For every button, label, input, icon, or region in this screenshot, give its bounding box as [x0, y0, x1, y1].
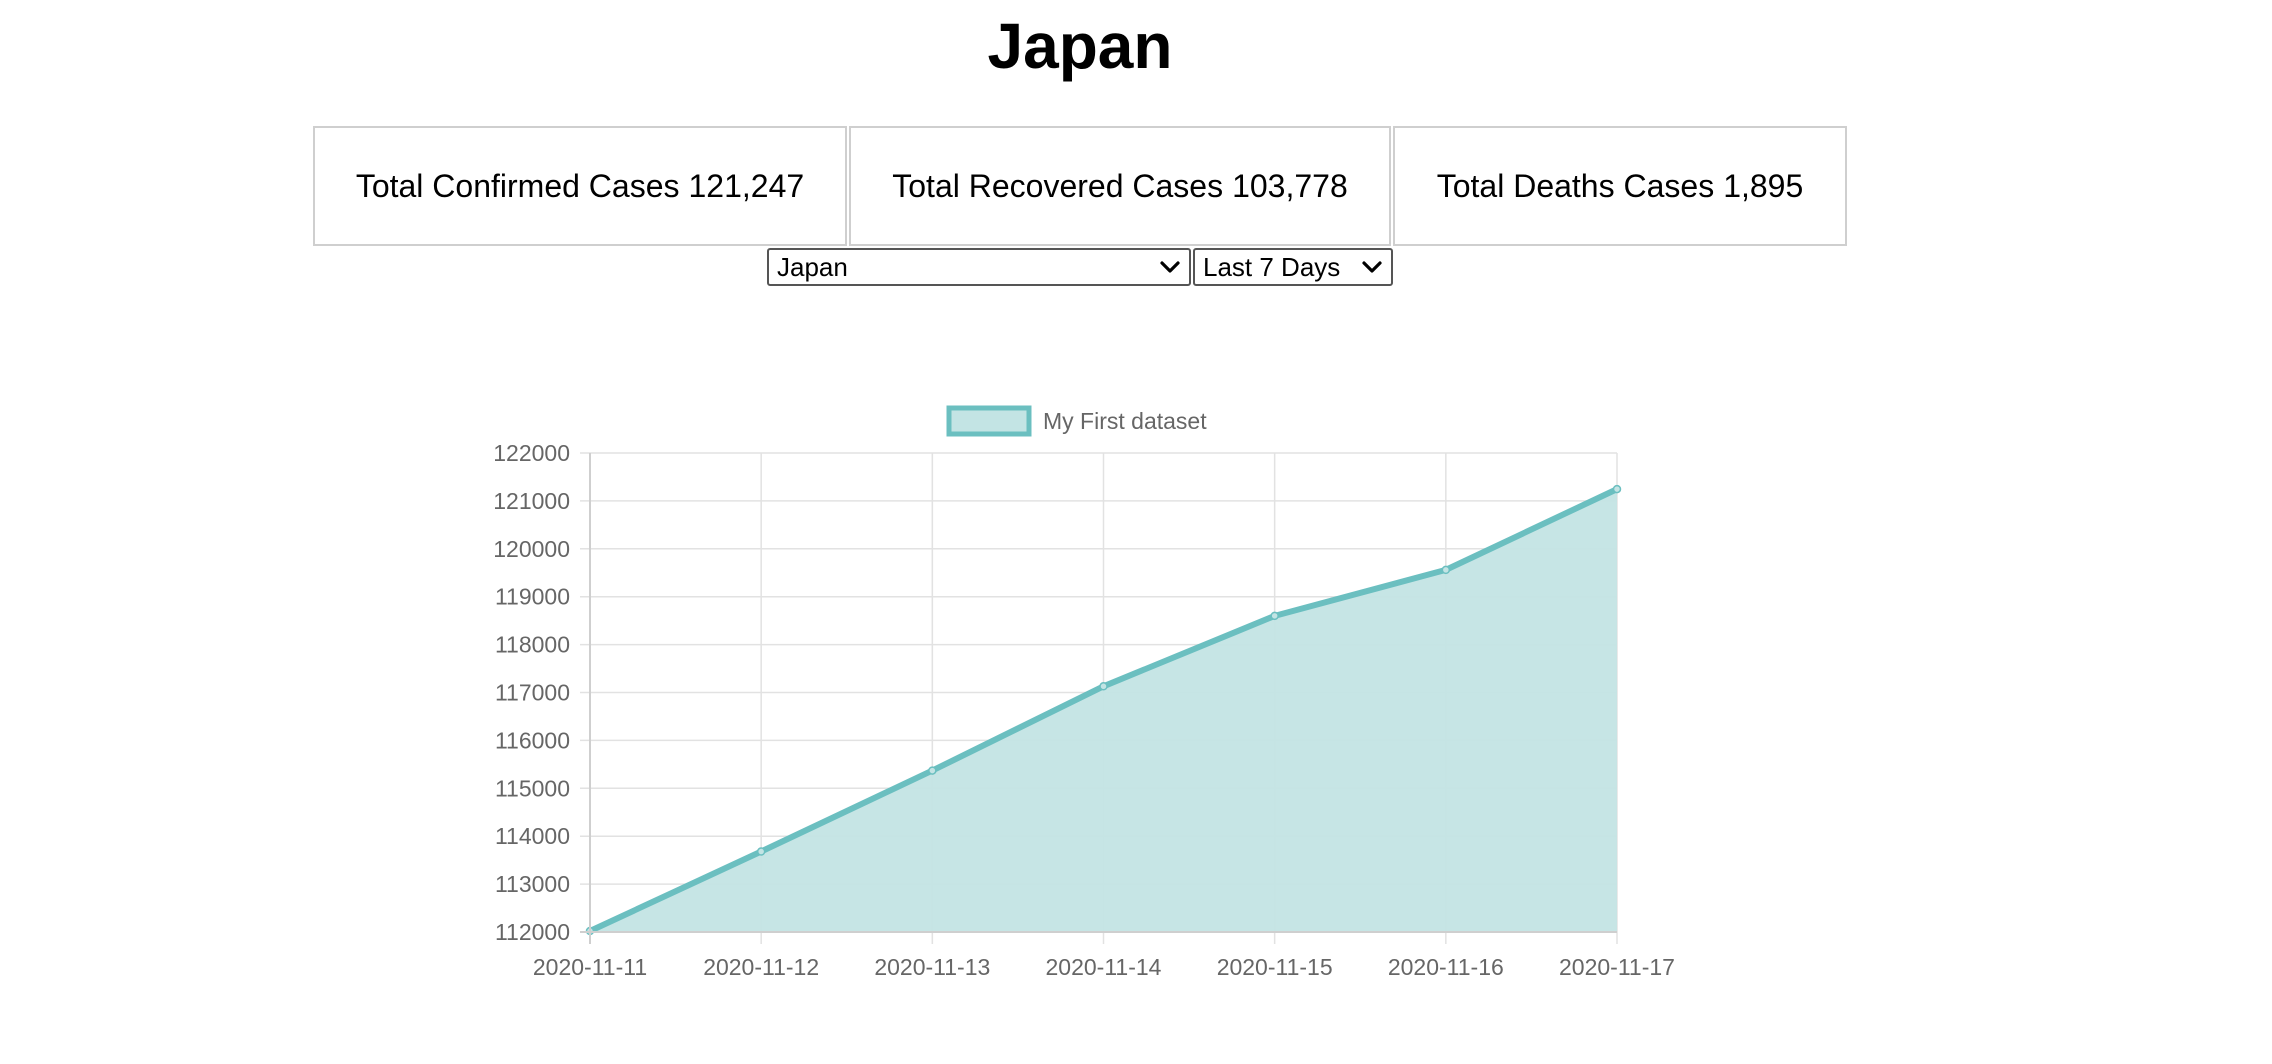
data-point: [756, 847, 766, 856]
y-tick-label: 121000: [493, 488, 570, 514]
deaths-cases-card: Total Deaths Cases 1,895: [1393, 126, 1847, 246]
confirmed-cases-card: Total Confirmed Cases 121,247: [313, 126, 847, 246]
range-select[interactable]: Last 7 Days: [1193, 248, 1393, 286]
confirmed-cases-value: 121,247: [688, 167, 805, 204]
recovered-cases-card: Total Recovered Cases 103,778: [849, 126, 1391, 246]
data-point: [1441, 565, 1451, 575]
deaths-cases-value: 1,895: [1723, 167, 1804, 204]
deaths-cases-label: Total Deaths Cases: [1436, 167, 1715, 204]
x-tick-label: 2020-11-13: [874, 954, 990, 980]
chart-grid: [580, 452, 1618, 944]
controls-row: Japan Last 7 Days: [767, 248, 1393, 286]
y-tick-label: 115000: [495, 775, 570, 801]
data-point: [1270, 611, 1279, 621]
chevron-down-icon: [1362, 261, 1382, 273]
y-tick-label: 118000: [495, 632, 570, 658]
y-tick-label: 113000: [495, 871, 570, 897]
y-tick-label: 120000: [493, 536, 570, 562]
data-point: [1099, 682, 1108, 691]
y-tick-label: 117000: [495, 680, 570, 706]
x-tick-label: 2020-11-15: [1217, 954, 1333, 980]
data-point: [585, 926, 595, 936]
country-select-value: Japan: [777, 252, 848, 282]
page-title: Japan: [987, 10, 1173, 82]
legend-swatch: [946, 405, 1032, 437]
y-tick-label: 114000: [495, 823, 570, 849]
country-select[interactable]: Japan: [767, 248, 1191, 286]
confirmed-cases-label: Total Confirmed Cases: [355, 167, 680, 204]
recovered-cases-value: 103,778: [1232, 167, 1348, 204]
series-area-fill: [590, 489, 1617, 932]
y-tick-label: 112000: [495, 919, 570, 945]
x-tick-label: 2020-11-11: [533, 954, 647, 980]
data-point: [928, 766, 937, 775]
series-line: [588, 486, 1619, 934]
y-tick-label: 116000: [495, 727, 570, 753]
recovered-cases-label: Total Recovered Cases: [892, 167, 1224, 204]
x-tick-label: 2020-11-16: [1388, 954, 1504, 980]
y-tick-label: 122000: [493, 440, 570, 466]
x-tick-label: 2020-11-14: [1046, 954, 1162, 980]
series-points: [585, 484, 1622, 936]
chart-legend[interactable]: My First dataset: [946, 405, 1207, 437]
y-tick-label: 119000: [495, 584, 570, 610]
stats-row: Total Confirmed Cases 121,247 Total Reco…: [313, 126, 1847, 246]
legend-label: My First dataset: [1043, 408, 1207, 434]
chart-axes: 122000 121000 120000 119000 118000 117000 1160…: [493, 440, 1675, 980]
x-tick-label: 2020-11-17: [1559, 954, 1675, 980]
data-point: [1612, 484, 1622, 494]
range-select-value: Last 7 Days: [1203, 252, 1341, 282]
chevron-down-icon: [1160, 261, 1180, 273]
x-tick-label: 2020-11-12: [703, 954, 819, 980]
